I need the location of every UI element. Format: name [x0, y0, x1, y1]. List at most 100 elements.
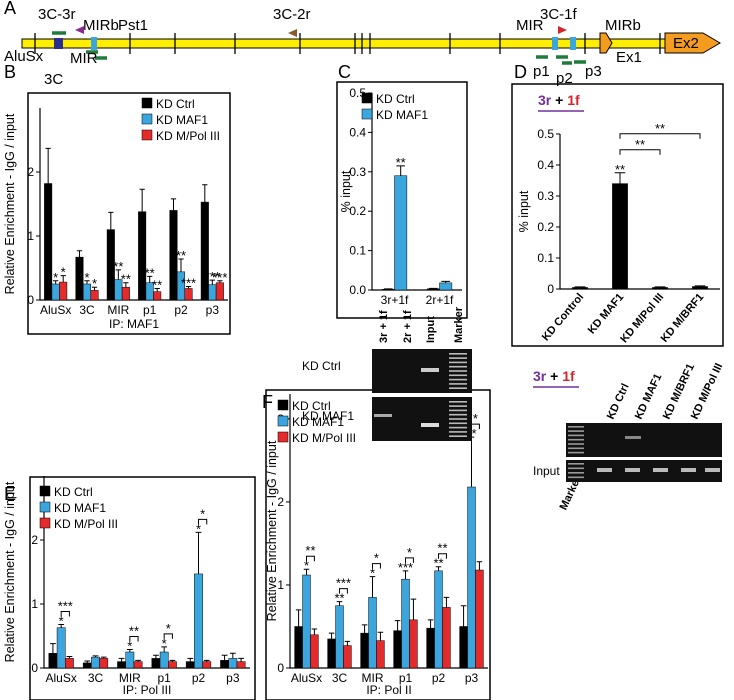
bar	[44, 183, 53, 301]
error-bar	[169, 659, 176, 662]
bar	[409, 619, 418, 669]
error-bar	[195, 531, 202, 574]
error-bar	[344, 640, 351, 646]
title: 3r + 1f	[533, 368, 575, 384]
legend-swatch	[141, 129, 153, 141]
diagram-label: Ex2	[673, 35, 699, 52]
significance-label: **	[305, 543, 315, 558]
gel-band	[681, 468, 696, 472]
diagram-label: 3C	[44, 71, 63, 88]
significance-label: **	[121, 272, 131, 287]
ladder-band	[568, 447, 584, 450]
ladder-band	[449, 365, 467, 368]
gel-band	[705, 468, 720, 472]
panel-label: D	[514, 62, 527, 82]
primer-marks	[52, 31, 586, 65]
y-axis-label: % input	[339, 170, 353, 212]
legend-label: KD M/Pol III	[156, 129, 220, 143]
bar	[51, 283, 60, 301]
significance-bracket	[60, 610, 70, 617]
diagram-label: 3C-3r	[38, 6, 76, 23]
legend-label: KD Ctrl	[292, 399, 331, 413]
bar	[185, 661, 195, 669]
error-bar	[45, 147, 51, 184]
x-tick-label: p3	[226, 671, 240, 685]
diagram-label: MIR	[516, 17, 544, 34]
x-tick-label: 2r+1f	[426, 293, 454, 307]
gel-column-label: KD Ctrl	[605, 382, 632, 421]
significance-bracket	[405, 557, 414, 563]
x-tick-label: KD Control	[540, 291, 587, 343]
ladder-band	[449, 374, 467, 377]
significance-label: **	[433, 556, 443, 571]
significance-label: **	[615, 162, 625, 177]
significance-label: *	[61, 265, 66, 280]
x-tick-label: p1	[143, 303, 157, 317]
x-tick-label: p2	[192, 671, 206, 685]
gel-column-label: 3r + 1f	[378, 310, 390, 343]
diagram-label: MIR	[70, 50, 98, 67]
bar	[215, 282, 224, 301]
x-tick-label: p3	[465, 671, 479, 685]
axes	[371, 93, 462, 291]
error-bar	[139, 188, 145, 212]
bar	[393, 630, 402, 669]
exon1-arrow	[599, 32, 613, 54]
error-bar	[58, 623, 65, 628]
bar	[125, 651, 135, 669]
mirb-element	[570, 37, 576, 50]
x-tick-label: p1	[399, 671, 413, 685]
error-bar	[229, 652, 236, 659]
significance-label: ***	[58, 598, 73, 613]
bar	[208, 284, 217, 301]
error-bar	[369, 576, 376, 598]
significance-label: **	[655, 121, 665, 136]
error-bar	[217, 280, 223, 283]
significance-label: *	[196, 521, 201, 536]
gene-diagram	[21, 26, 721, 65]
significance-label: ***	[181, 276, 196, 291]
significance-label: *	[84, 270, 89, 285]
ladder-band	[449, 378, 467, 381]
x-tick-label: 3r+1f	[381, 293, 409, 307]
bar	[612, 183, 628, 290]
ladder-band	[449, 387, 467, 389]
legend-swatch	[361, 108, 373, 120]
gel-band	[421, 423, 439, 427]
gel-row-label: KD Ctrl	[302, 359, 341, 373]
significance-bracket	[198, 518, 208, 525]
gel-column-label: 2r + 1f	[402, 310, 414, 343]
bar	[394, 175, 408, 291]
bar	[368, 597, 377, 669]
error-bar	[328, 632, 335, 639]
primer-arrow	[558, 26, 567, 34]
bar	[220, 660, 229, 669]
error-bar	[221, 654, 228, 661]
y-tick-label: 0	[31, 661, 38, 675]
error-bar	[396, 165, 406, 176]
legend-swatch	[39, 501, 51, 513]
error-bar	[377, 631, 384, 641]
legend-label: KD M/Pol III	[54, 517, 118, 531]
error-bar	[394, 620, 401, 631]
panel-label: E	[4, 484, 16, 504]
x-axis-label: IP: Pol III	[123, 683, 172, 697]
error-bar	[50, 643, 56, 654]
significance-bracket	[163, 633, 173, 639]
bar	[343, 645, 352, 669]
bar	[302, 574, 311, 669]
error-bar	[311, 628, 318, 635]
error-bar	[435, 566, 442, 571]
error-bar	[76, 250, 83, 258]
legend-swatch	[39, 485, 51, 497]
ladder-band	[449, 370, 467, 372]
error-bar	[135, 659, 141, 662]
error-bar	[187, 657, 194, 662]
ladder-band	[449, 431, 467, 433]
error-bar	[126, 648, 133, 652]
title: 3r + 1f	[538, 92, 580, 108]
title-part: 3r	[533, 368, 547, 384]
panel-frame	[29, 476, 256, 700]
bar	[56, 627, 66, 669]
ladder-band	[568, 430, 584, 432]
